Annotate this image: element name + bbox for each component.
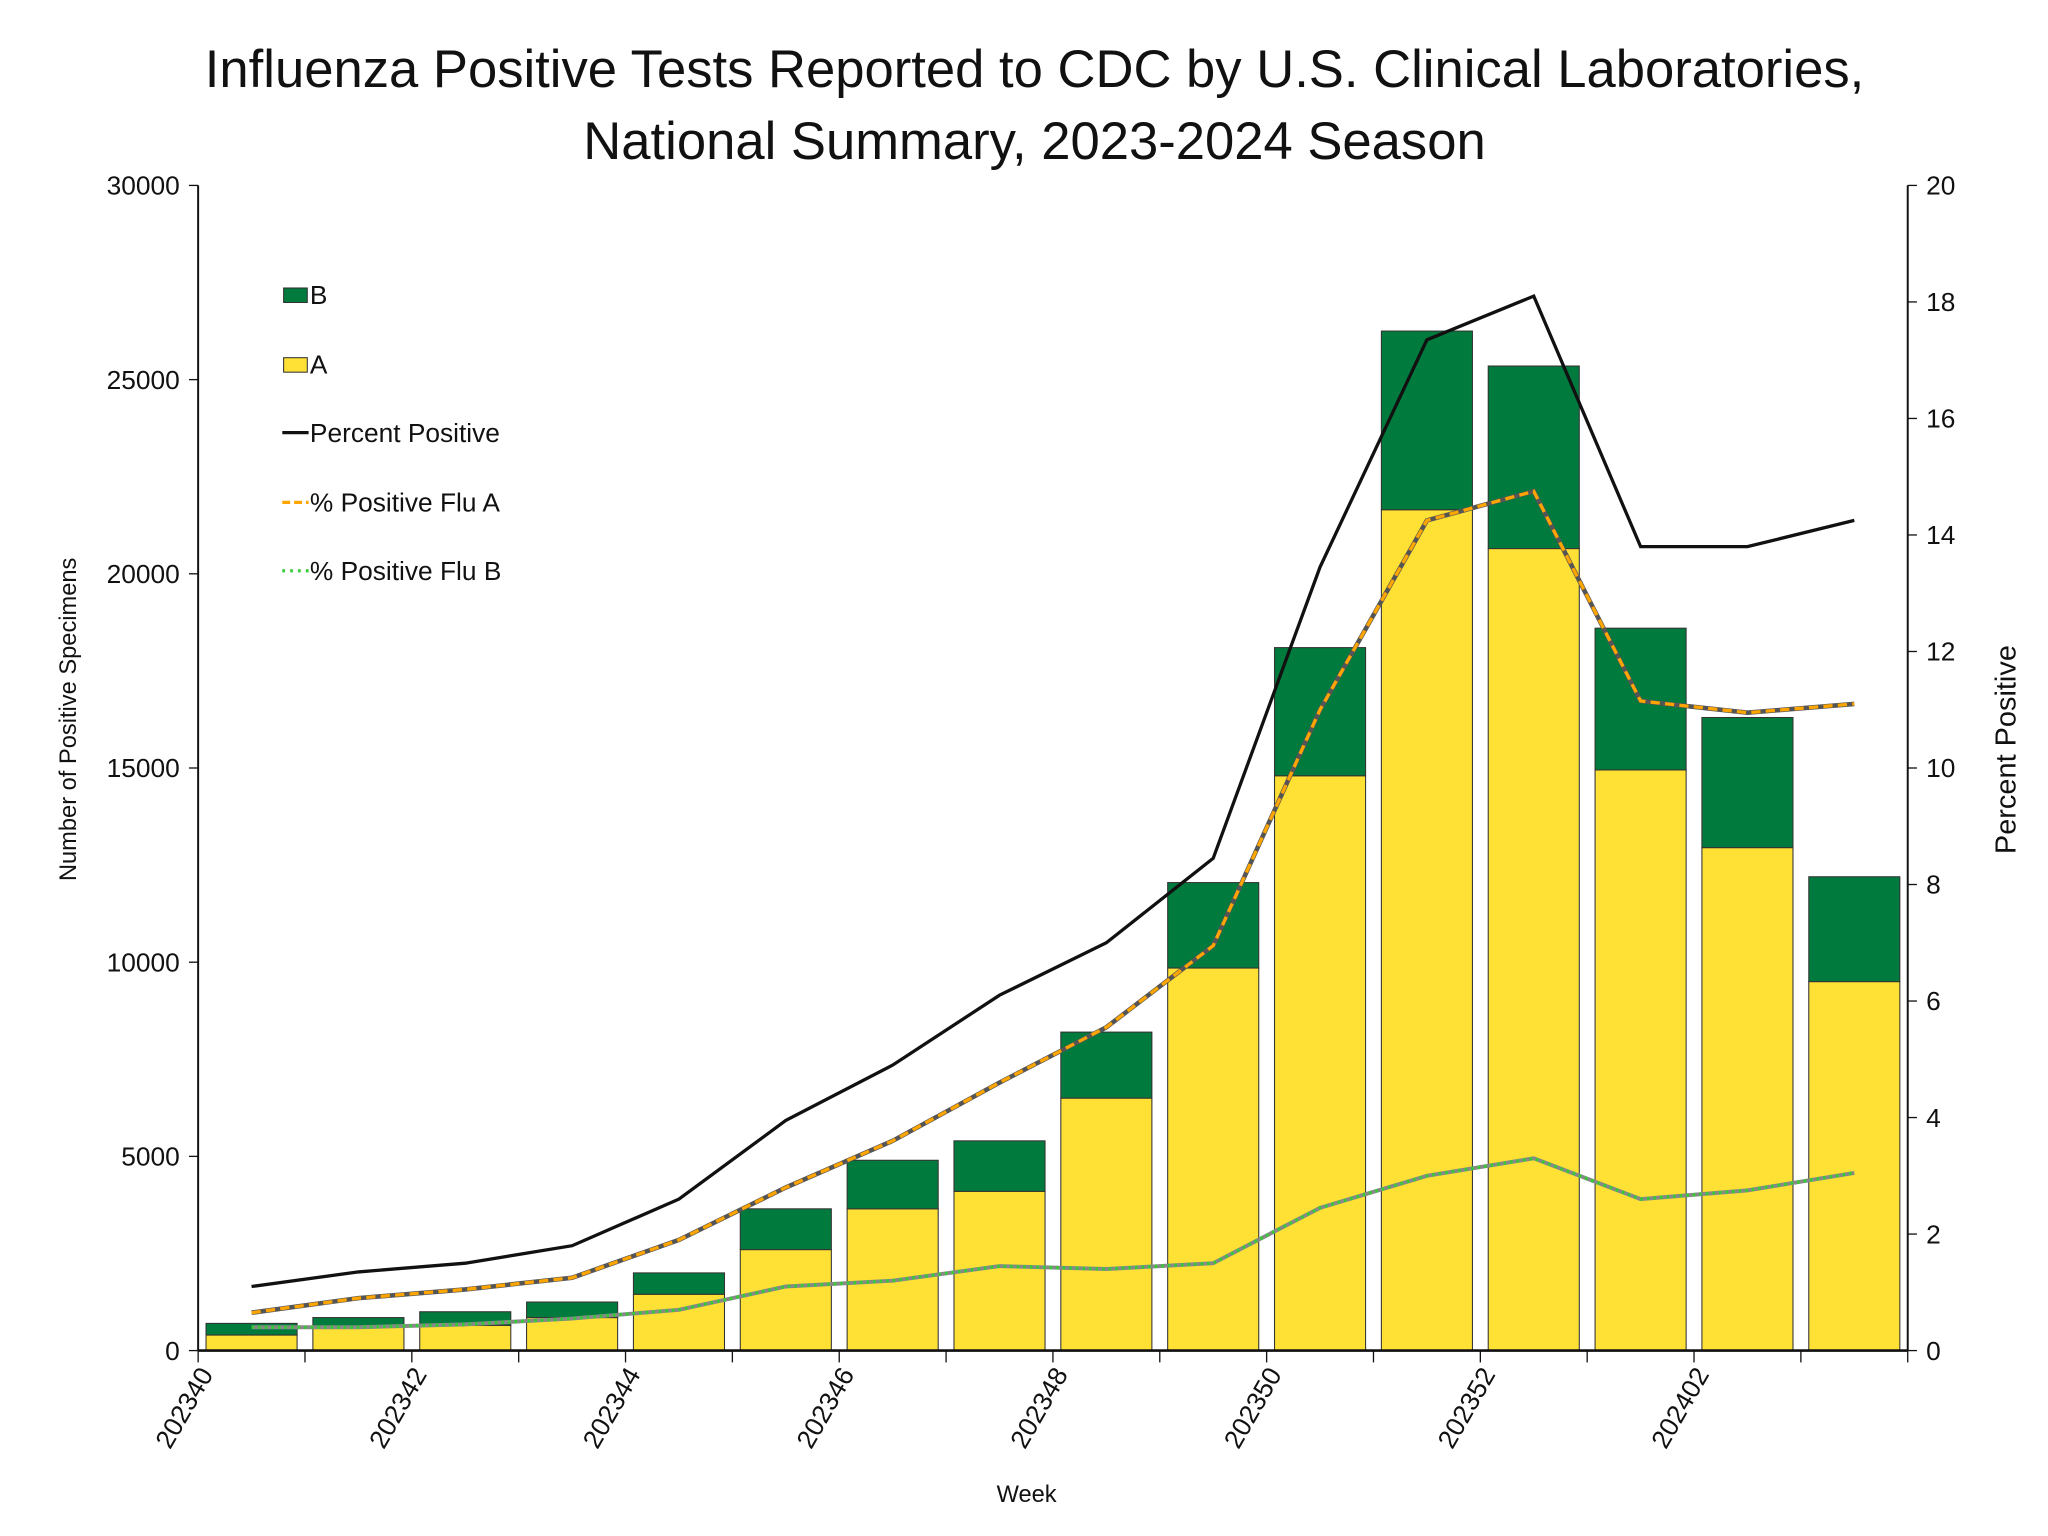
bar-a-202342 <box>419 1324 512 1352</box>
y-tick-label-right: 16 <box>1926 404 1955 434</box>
bar-b-202403 <box>1808 876 1901 983</box>
legend-swatch-b <box>283 287 308 303</box>
x-axis-label: Week <box>997 1482 1057 1508</box>
y-tick-label-right: 12 <box>1926 637 1955 667</box>
y-axis-label: Number of Positive Specimens <box>56 558 82 881</box>
legend-swatch-a <box>283 357 308 373</box>
bar-b-202349 <box>1167 882 1260 969</box>
y-tick-label-right: 18 <box>1926 287 1955 317</box>
bar-a-202351 <box>1380 509 1473 1352</box>
bar-b-202345 <box>739 1208 832 1251</box>
y-tick-label: 0 <box>165 1336 180 1366</box>
line-percent-positive-flu-b <box>251 1156 1855 1329</box>
y-tick-label: 25000 <box>107 365 180 395</box>
bar-a-202402 <box>1701 847 1794 1352</box>
legend-label: B <box>310 280 328 310</box>
x-tick-label: 202340 <box>149 1362 219 1453</box>
y-tick-label-right: 2 <box>1926 1219 1941 1249</box>
bar-a-202343 <box>526 1317 619 1352</box>
y-tick-label: 20000 <box>107 559 180 589</box>
bar-b-202347 <box>953 1140 1046 1192</box>
bar-b-202344 <box>632 1272 726 1295</box>
bar-a-202401 <box>1594 769 1687 1352</box>
y-tick-label-right: 14 <box>1926 520 1955 550</box>
legend-label: % Positive Flu B <box>310 556 501 586</box>
y-tick-label-right: 6 <box>1926 986 1941 1016</box>
y-tick-label-right: 4 <box>1926 1103 1941 1133</box>
y-tick-label-right: 8 <box>1926 870 1941 900</box>
y-tick-label-right: 20 <box>1926 171 1955 201</box>
legend-label: A <box>310 349 328 379</box>
bar-b-202351 <box>1380 330 1473 511</box>
x-tick-label: 202350 <box>1218 1362 1288 1453</box>
y-tick-label-right: 10 <box>1926 753 1955 783</box>
line-percent-positive-flu-a <box>251 489 1855 1315</box>
bar-b-202402 <box>1701 716 1794 849</box>
x-tick-label: 202348 <box>1004 1362 1074 1453</box>
y-tick-label: 15000 <box>107 753 180 783</box>
bar-a-202349 <box>1167 967 1260 1352</box>
y-tick-label: 10000 <box>107 947 180 977</box>
y-tick-label: 5000 <box>121 1142 180 1172</box>
bar-a-202403 <box>1808 981 1901 1352</box>
legend-label: % Positive Flu A <box>310 488 500 518</box>
bar-a-202341 <box>312 1326 405 1352</box>
chart-title-line-2: National Summary, 2023-2024 Season <box>583 112 1485 171</box>
x-tick-label: 202402 <box>1645 1362 1715 1453</box>
series-lines <box>251 293 1855 1330</box>
bar-a-202348 <box>1060 1097 1153 1352</box>
line-percent-positive <box>251 293 1855 1289</box>
bar-a-202352 <box>1487 548 1580 1352</box>
chart-title-line-1: Influenza Positive Tests Reported to CDC… <box>205 40 1864 99</box>
y-axis-label-right: Percent Positive <box>1991 645 2023 854</box>
x-tick-label: 202344 <box>577 1362 647 1453</box>
y-tick-label-right: 0 <box>1926 1336 1941 1366</box>
legend-label: Percent Positive <box>310 418 500 448</box>
bar-a-202350 <box>1273 775 1367 1352</box>
x-tick-label: 202346 <box>790 1362 860 1453</box>
bar-a-202340 <box>205 1334 298 1352</box>
legend: B A Percent Positive % Positive Flu A % Posi… <box>282 280 501 586</box>
bar-b-202346 <box>846 1159 939 1210</box>
x-tick-label: 202342 <box>363 1362 433 1453</box>
bars <box>205 330 1901 1352</box>
bar-a-202345 <box>739 1249 832 1352</box>
y-tick-label: 30000 <box>107 171 180 201</box>
bar-b-202352 <box>1487 365 1580 550</box>
x-tick-label: 202352 <box>1431 1362 1501 1453</box>
